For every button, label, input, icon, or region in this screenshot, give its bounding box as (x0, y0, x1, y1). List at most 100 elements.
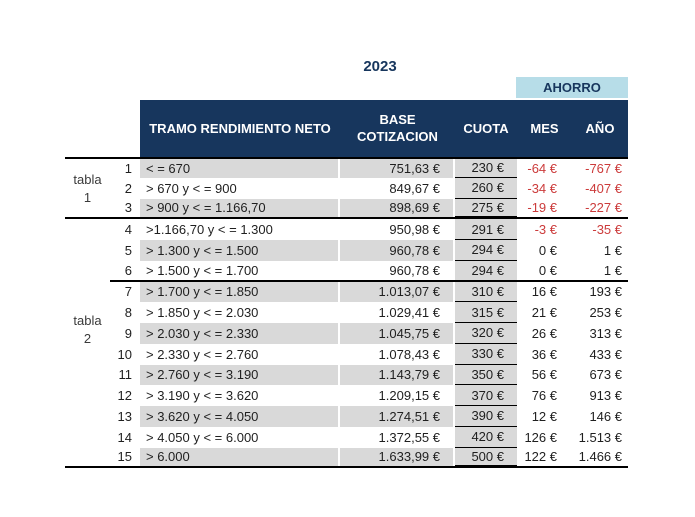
cell-ahorro-ano: -407 € (585, 180, 622, 196)
cell-row-number: 8 (124, 305, 132, 321)
cell-base-cotizacion: 950,98 € (389, 222, 440, 238)
cell-cuota: 291 € (455, 219, 517, 240)
column-divider (338, 302, 340, 323)
table-row: 5 > 1.300 y < = 1.500 960,78 € 294 € 0 €… (65, 240, 628, 261)
cell-row-number: 15 (117, 449, 132, 465)
column-divider (453, 240, 455, 261)
cell-row-number: 12 (117, 388, 132, 404)
col-header-base-line1: BASE (379, 111, 416, 127)
column-divider (338, 281, 340, 303)
table-row: 13 > 3.620 y < = 4.050 1.274,51 € 390 € … (65, 406, 628, 427)
cell-ahorro-ano: -227 € (585, 200, 622, 216)
cell-row-number: 7 (124, 284, 132, 300)
cell-cuota: 294 € (455, 240, 517, 261)
cell-tramo: >1.166,70 y < = 1.300 (146, 222, 273, 238)
col-header-base-line2: COTIZACION (357, 128, 438, 144)
table-row: 4 >1.166,70 y < = 1.300 950,98 € 291 € -… (65, 219, 628, 240)
table-row: 1 < = 670 751,63 € 230 € -64 € -767 € (65, 157, 628, 178)
column-divider (338, 240, 340, 261)
column-divider (453, 302, 455, 323)
cell-tramo: > 2.330 y < = 2.760 (146, 346, 259, 362)
column-divider (338, 447, 340, 467)
cell-cuota: 500 € (455, 447, 517, 467)
cell-ahorro-mes: 56 € (531, 367, 557, 383)
cell-base-cotizacion: 1.078,43 € (378, 346, 440, 362)
cell-base-cotizacion: 1.633,99 € (340, 447, 453, 467)
cell-base-cotizacion: 1.045,75 € (340, 323, 453, 344)
cell-tramo: > 670 y < = 900 (146, 180, 237, 196)
cell-tramo: > 1.700 y < = 1.850 (140, 281, 338, 303)
cell-row-number: 3 (124, 200, 132, 216)
cell-tramo: > 1.500 y < = 1.700 (140, 261, 338, 282)
cell-cuota: 370 € (455, 385, 517, 406)
cell-group-spacer (65, 365, 110, 386)
group-label-tabla-2-line2: 2 (83, 331, 92, 346)
cell-ahorro-ano: 253 € (589, 305, 622, 321)
column-divider (338, 385, 340, 406)
column-divider (338, 260, 340, 282)
cell-group-spacer (65, 261, 110, 282)
cell-group-spacer (65, 406, 110, 427)
group-label-tabla-1: tabla 1 (65, 158, 110, 220)
col-header-cuota: CUOTA (463, 121, 509, 136)
ahorro-header: AHORRO (516, 77, 628, 98)
cell-cuota: 320 € (455, 323, 517, 344)
cell-tramo: > 3.620 y < = 4.050 (140, 406, 338, 427)
year-title: 2023 (363, 58, 397, 75)
cell-base-cotizacion: 1.372,55 € (378, 429, 440, 445)
cell-ahorro-ano: 673 € (589, 367, 622, 383)
cell-cuota: 315 € (455, 302, 517, 323)
column-divider (453, 343, 455, 365)
cell-row-number: 11 (118, 367, 133, 383)
cell-cuota: 420 € (455, 426, 517, 448)
column-divider (453, 198, 455, 218)
column-divider (338, 426, 340, 448)
table-row: 3 > 900 y < = 1.166,70 898,69 € 275 € -1… (65, 198, 628, 220)
table-row: 7 > 1.700 y < = 1.850 1.013,07 € 310 € 1… (65, 281, 628, 303)
cell-group-spacer (65, 427, 110, 448)
cell-tramo: > 1.300 y < = 1.500 (140, 240, 338, 261)
column-divider (453, 260, 455, 282)
cell-ahorro-mes: -64 € (527, 160, 557, 176)
cell-ahorro-mes: 0 € (517, 261, 572, 282)
cell-cuota: 260 € (455, 177, 517, 199)
cell-ahorro-mes: 21 € (531, 305, 557, 321)
cell-base-cotizacion: 960,78 € (340, 240, 453, 261)
cell-row-number: 14 (117, 429, 132, 445)
cell-ahorro-ano: 1 € (603, 242, 622, 258)
cell-ahorro-ano: 1 € (572, 261, 628, 282)
col-header-base: BASE COTIZACION (340, 112, 455, 146)
cell-base-cotizacion: 1.209,15 € (378, 388, 440, 404)
cell-cuota: 310 € (455, 281, 517, 303)
cell-ahorro-mes: 12 € (531, 408, 557, 424)
table-row: 9 > 2.030 y < = 2.330 1.045,75 € 320 € 2… (65, 323, 628, 344)
cell-tramo: > 6.000 (140, 447, 338, 467)
column-divider (453, 447, 455, 467)
table-body: 1 < = 670 751,63 € 230 € -64 € -767 € 2 … (65, 157, 628, 469)
table-row: 11 > 2.760 y < = 3.190 1.143,79 € 350 € … (65, 364, 628, 386)
table-row: 6 > 1.500 y < = 1.700 960,78 € 294 € 0 €… (65, 260, 628, 282)
cell-row-number: 5 (124, 242, 132, 258)
cell-row-number: 13 (117, 408, 132, 424)
table-row: 10 > 2.330 y < = 2.760 1.078,43 € 330 € … (65, 343, 628, 365)
cell-cuota: 294 € (455, 260, 517, 282)
cell-ahorro-ano: -767 € (585, 160, 622, 176)
cell-row-number: 1 (124, 160, 132, 176)
cell-base-cotizacion: 849,67 € (389, 180, 440, 196)
cell-cuota: 230 € (455, 159, 517, 178)
cell-tramo: < = 670 (140, 159, 338, 178)
cell-ahorro-ano: 913 € (589, 388, 622, 404)
col-header-tramo: TRAMO RENDIMIENTO NETO (149, 121, 331, 136)
column-divider (453, 426, 455, 448)
cell-row-number: 2 (124, 180, 132, 196)
cell-ahorro-ano: 146 € (589, 408, 622, 424)
cell-base-cotizacion: 1.029,41 € (378, 305, 440, 321)
column-divider (338, 219, 340, 240)
column-divider (338, 198, 340, 218)
table-row: 14 > 4.050 y < = 6.000 1.372,55 € 420 € … (65, 426, 628, 448)
cell-ahorro-mes: -34 € (527, 180, 557, 196)
group-label-tabla-2-line1: tabla (73, 313, 102, 329)
cell-base-cotizacion: 898,69 € (340, 198, 453, 218)
table-row: 12 > 3.190 y < = 3.620 1.209,15 € 370 € … (65, 385, 628, 406)
cell-base-cotizacion: 1.274,51 € (340, 406, 453, 427)
